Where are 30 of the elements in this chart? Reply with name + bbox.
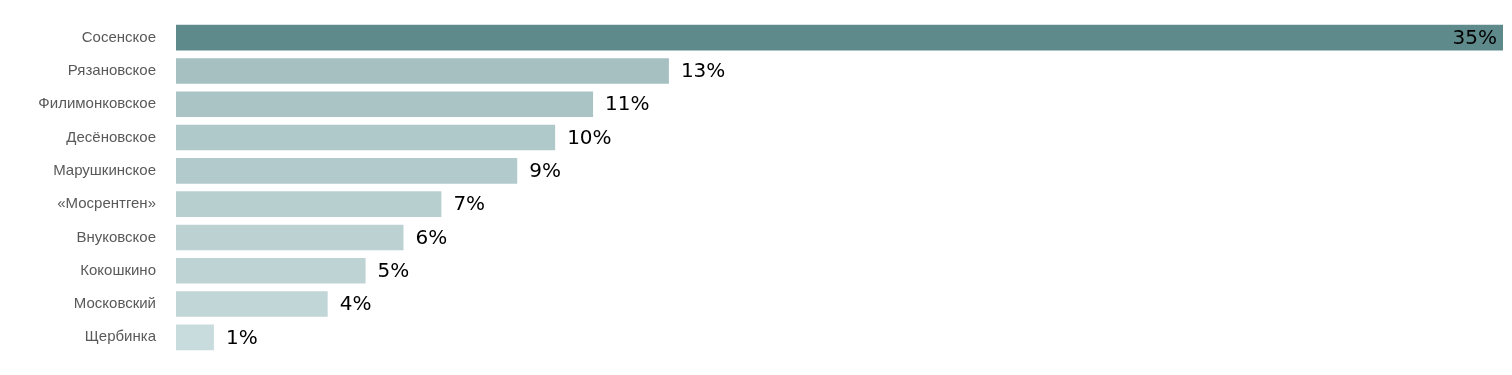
data-label: 9% [529,158,561,183]
y-tick-label: Московский [73,294,156,312]
data-label: 1% [225,324,258,349]
y-tick-label: «Мосрентген» [57,194,156,212]
y-tick-label: Десёновское [66,127,156,145]
y-tick-label: Кокошкино [80,260,156,278]
bar [176,24,1503,51]
y-tick-label: Марушкинское [53,160,156,178]
y-tick-label: Филимонковское [38,94,156,112]
data-label: 10% [567,124,612,149]
data-label: 35% [1452,24,1497,49]
bar [176,291,328,317]
bar [176,224,404,251]
y-tick-label: Рязановское [67,61,156,79]
y-tick-label: Щербинка [84,327,157,345]
y-tick-label: Сосенское [81,27,156,45]
bar [176,257,366,284]
bar [176,191,442,217]
data-label: 6% [415,224,448,249]
data-label: 5% [377,257,410,282]
bar [176,124,556,151]
y-tick-label: Внуковское [76,227,156,245]
bar [176,58,669,84]
data-label: 4% [339,291,372,316]
bar [176,324,214,351]
data-label: 7% [453,191,486,216]
data-label: 13% [680,58,726,83]
data-label: 11% [605,91,650,116]
bar [176,91,594,118]
bar [176,158,518,184]
